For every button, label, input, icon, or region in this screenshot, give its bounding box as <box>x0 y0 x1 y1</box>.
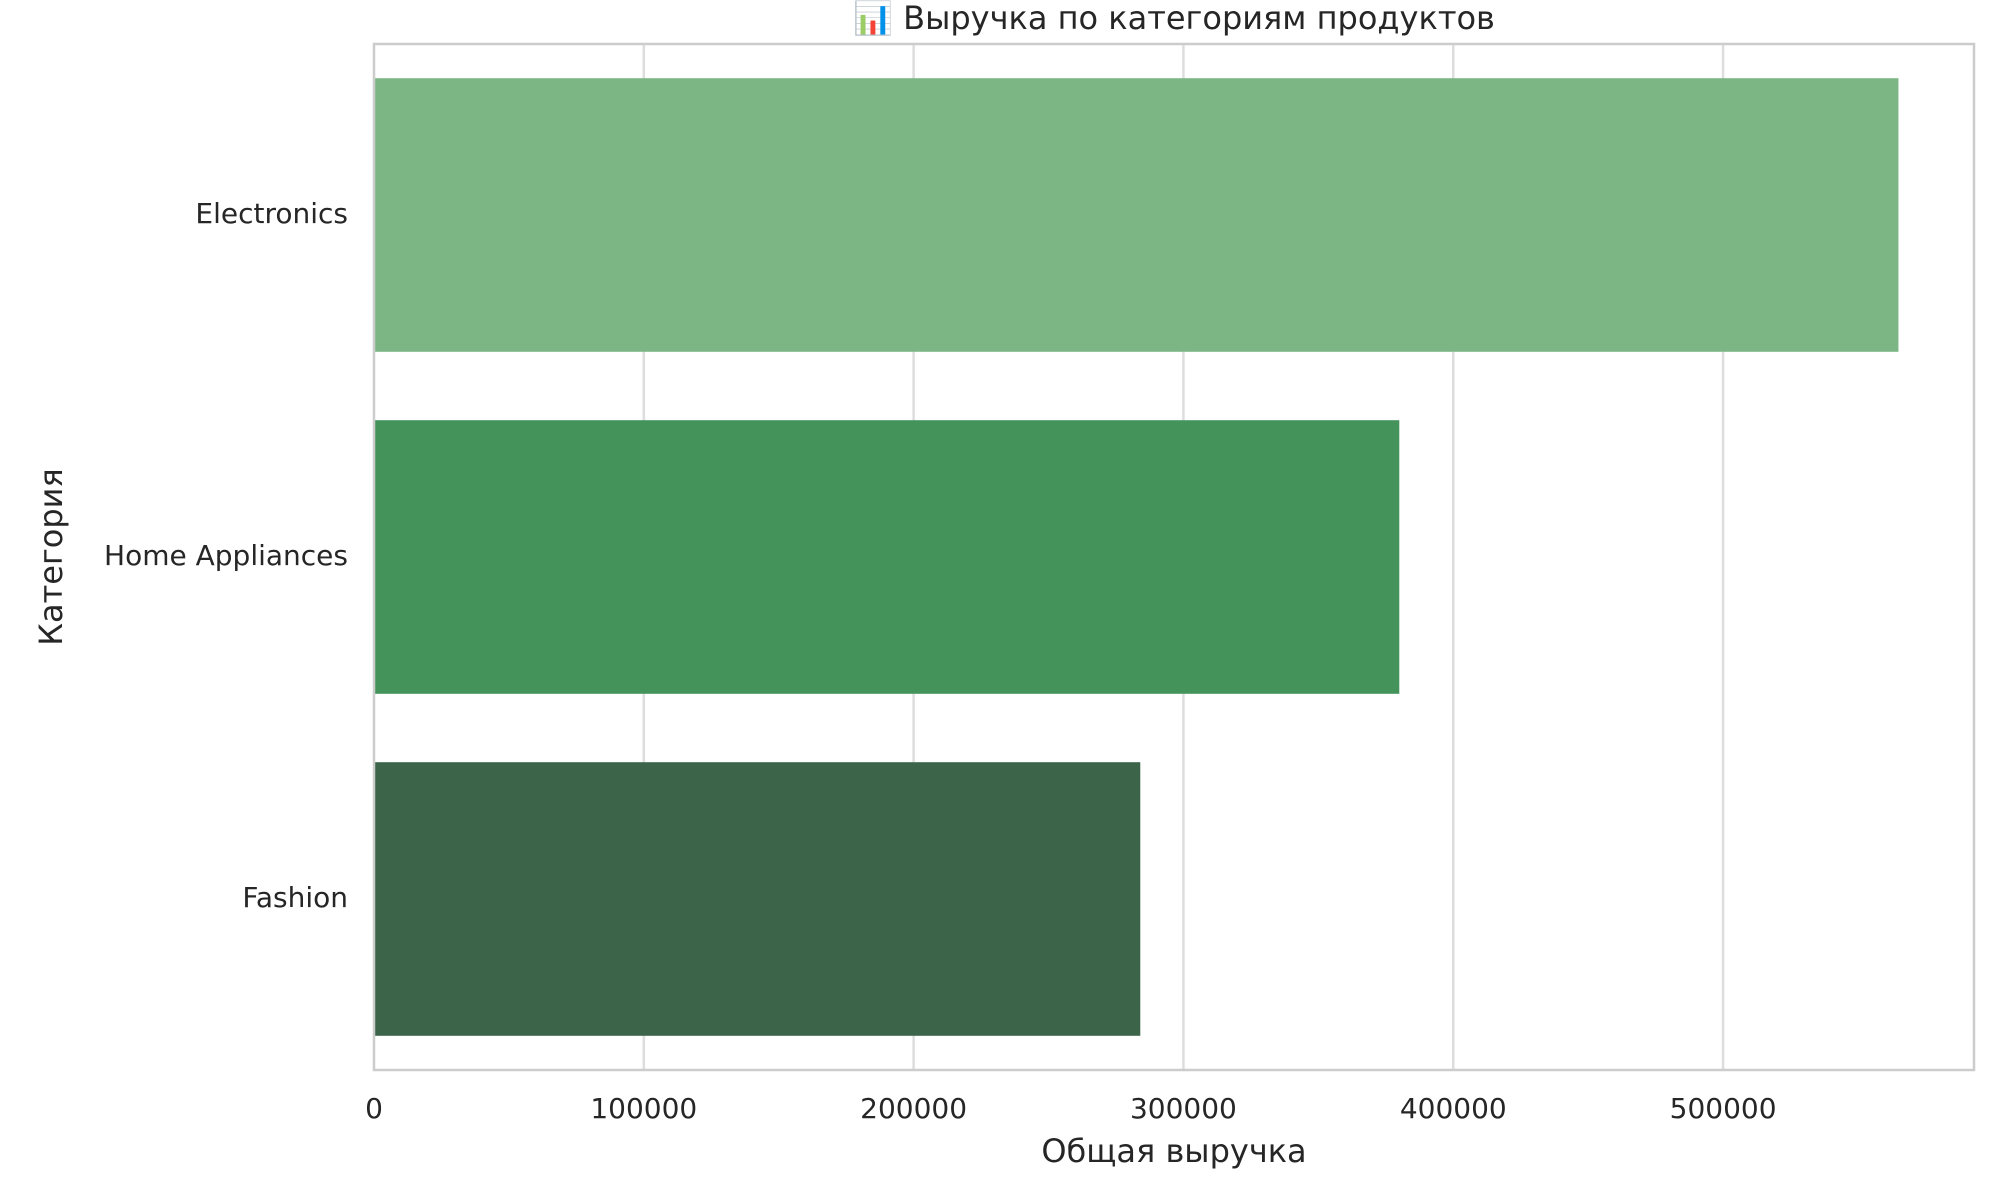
x-tick-label: 100000 <box>590 1092 697 1125</box>
y-tick-label: Fashion <box>242 881 348 914</box>
x-tick-label: 500000 <box>1670 1092 1777 1125</box>
x-tick-label: 300000 <box>1130 1092 1237 1125</box>
bar-fashion <box>374 762 1141 1036</box>
bar-home-appliances <box>374 420 1400 694</box>
bar-electronics <box>374 78 1899 352</box>
y-axis-label: Категория <box>32 468 70 645</box>
bars <box>374 78 1899 1036</box>
y-tick-label: Home Appliances <box>104 539 348 572</box>
chart-title: 📊 Выручка по категориям продуктов <box>853 0 1495 37</box>
x-tick-label: 400000 <box>1400 1092 1507 1125</box>
x-axis-label: Общая выручка <box>1041 1132 1306 1170</box>
x-tick-label: 0 <box>365 1092 383 1125</box>
y-tick-label: Electronics <box>195 197 348 230</box>
plot-frame <box>372 42 1976 1072</box>
x-axis-ticks: 0 100000 200000 300000 400000 500000 <box>365 1092 1776 1125</box>
x-tick-label: 200000 <box>860 1092 967 1125</box>
y-axis-ticks: Electronics Home Appliances Fashion <box>104 197 348 914</box>
